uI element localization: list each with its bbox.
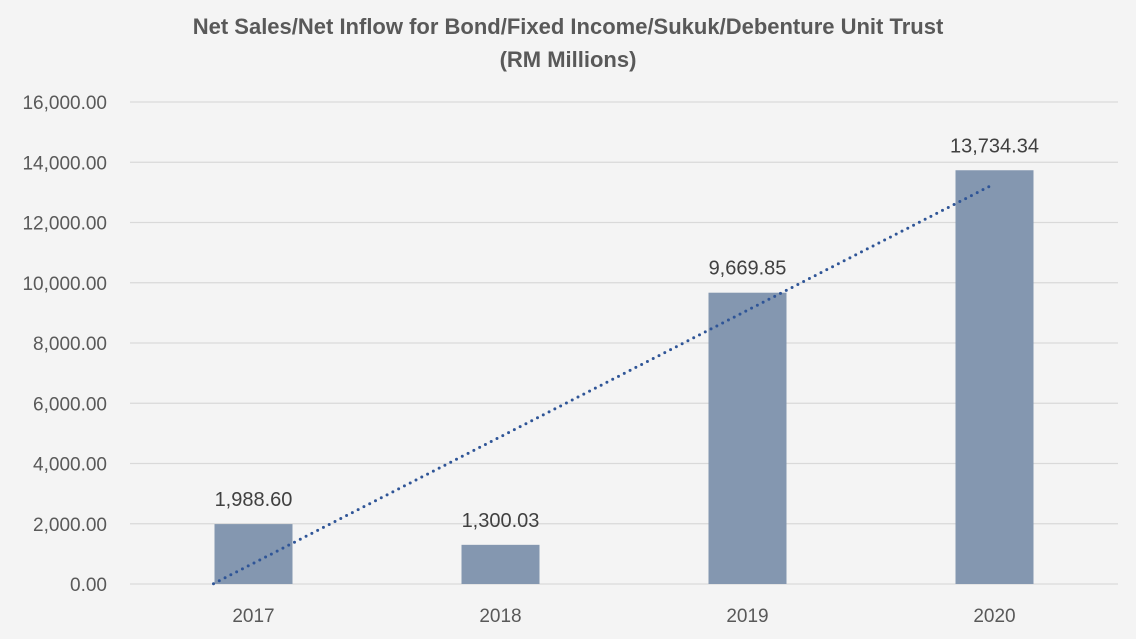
y-tick-label: 0.00	[70, 575, 107, 596]
y-tick-label: 6,000.00	[33, 394, 107, 415]
y-tick-label: 12,000.00	[22, 214, 107, 235]
y-tick-label: 14,000.00	[22, 153, 107, 174]
data-label: 1,300.03	[462, 510, 540, 532]
x-tick-label: 2018	[479, 606, 521, 627]
x-tick-label: 2019	[726, 606, 768, 627]
chart-title-line1: Net Sales/Net Inflow for Bond/Fixed Inco…	[192, 14, 944, 39]
bar-2019	[708, 292, 787, 584]
y-tick-label: 16,000.00	[22, 93, 107, 114]
y-tick-label: 8,000.00	[33, 334, 107, 355]
y-tick-label: 10,000.00	[22, 274, 107, 295]
data-label: 9,669.85	[709, 258, 787, 280]
x-tick-label: 2017	[232, 606, 274, 627]
bar-2020	[955, 170, 1034, 585]
y-tick-label: 2,000.00	[33, 515, 107, 536]
data-label: 13,734.34	[950, 135, 1039, 157]
bar-2017	[214, 524, 293, 584]
trendline	[212, 184, 991, 586]
data-label: 1,988.60	[215, 489, 293, 511]
chart-title: Net Sales/Net Inflow for Bond/Fixed Inco…	[0, 10, 1136, 76]
chart-title-line2: (RM Millions)	[499, 47, 637, 72]
y-tick-label: 4,000.00	[33, 455, 107, 476]
bar-2018	[461, 544, 540, 584]
x-tick-label: 2020	[973, 606, 1015, 627]
